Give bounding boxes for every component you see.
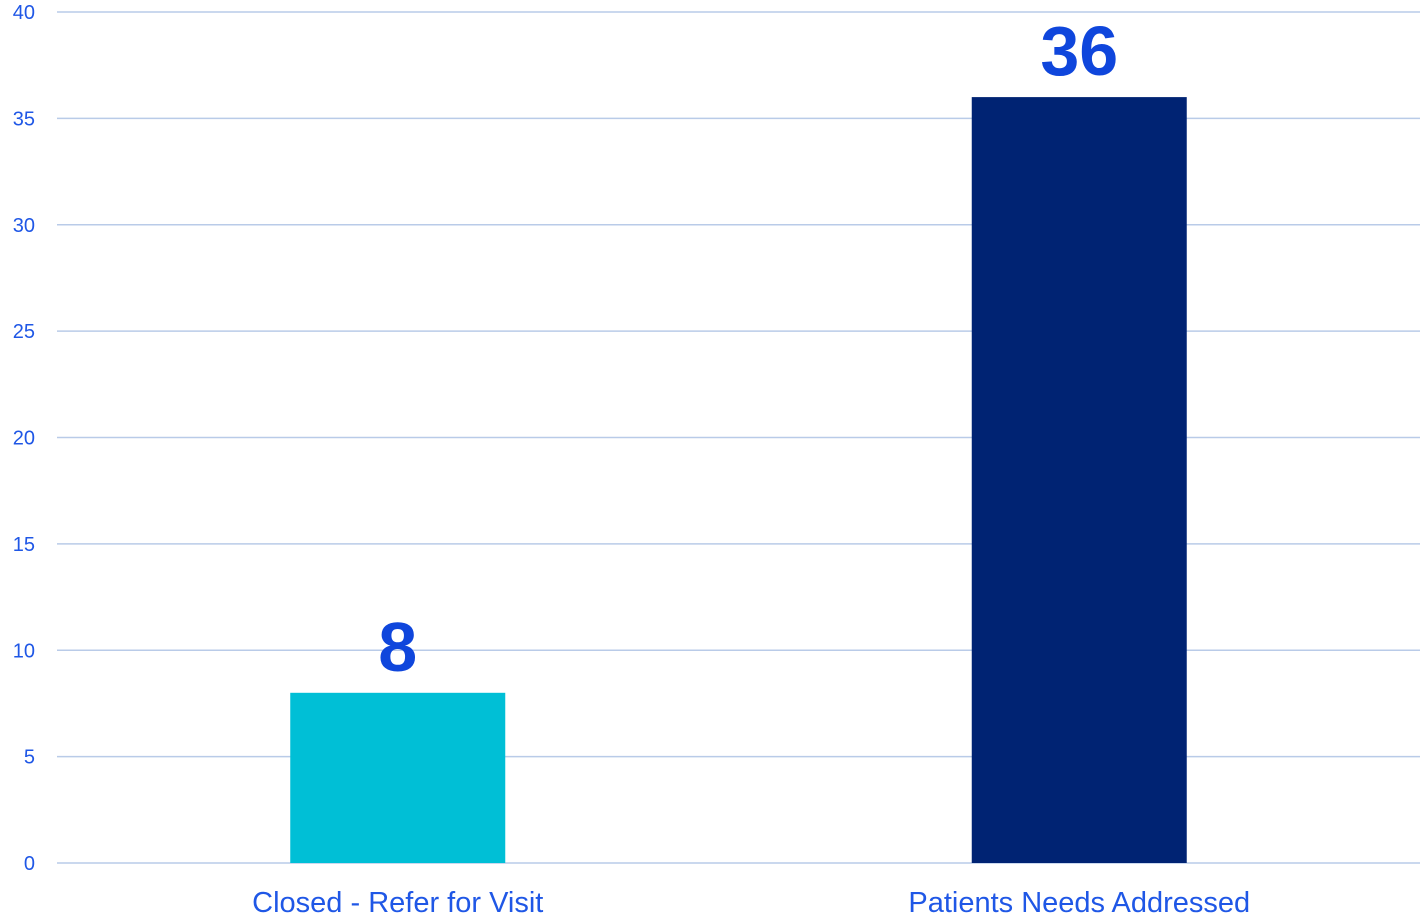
x-category-label-1: Patients Needs Addressed <box>908 887 1250 915</box>
bars <box>290 97 1187 864</box>
gridlines <box>57 11 1420 864</box>
data-label-1: 36 <box>1040 12 1118 90</box>
y-tick-label-40: 40 <box>13 2 35 24</box>
bar-1 <box>971 97 1187 864</box>
x-axis-category-labels: Closed - Refer for Visit Patients Needs A… <box>252 887 1250 915</box>
y-tick-label-0: 0 <box>24 853 35 875</box>
y-axis-tick-labels: 0 5 10 15 20 25 30 35 40 <box>13 2 35 875</box>
y-tick-label-20: 20 <box>13 428 35 450</box>
y-tick-label-25: 25 <box>13 321 35 343</box>
y-tick-label-5: 5 <box>24 747 35 769</box>
data-labels: 8 36 <box>378 12 1118 686</box>
y-tick-label-15: 15 <box>13 534 35 556</box>
data-label-0: 8 <box>378 608 417 686</box>
x-category-label-0: Closed - Refer for Visit <box>252 887 543 915</box>
y-tick-label-10: 10 <box>13 640 35 662</box>
bar-0 <box>290 692 506 863</box>
y-tick-label-35: 35 <box>13 108 35 130</box>
y-tick-label-30: 30 <box>13 215 35 237</box>
